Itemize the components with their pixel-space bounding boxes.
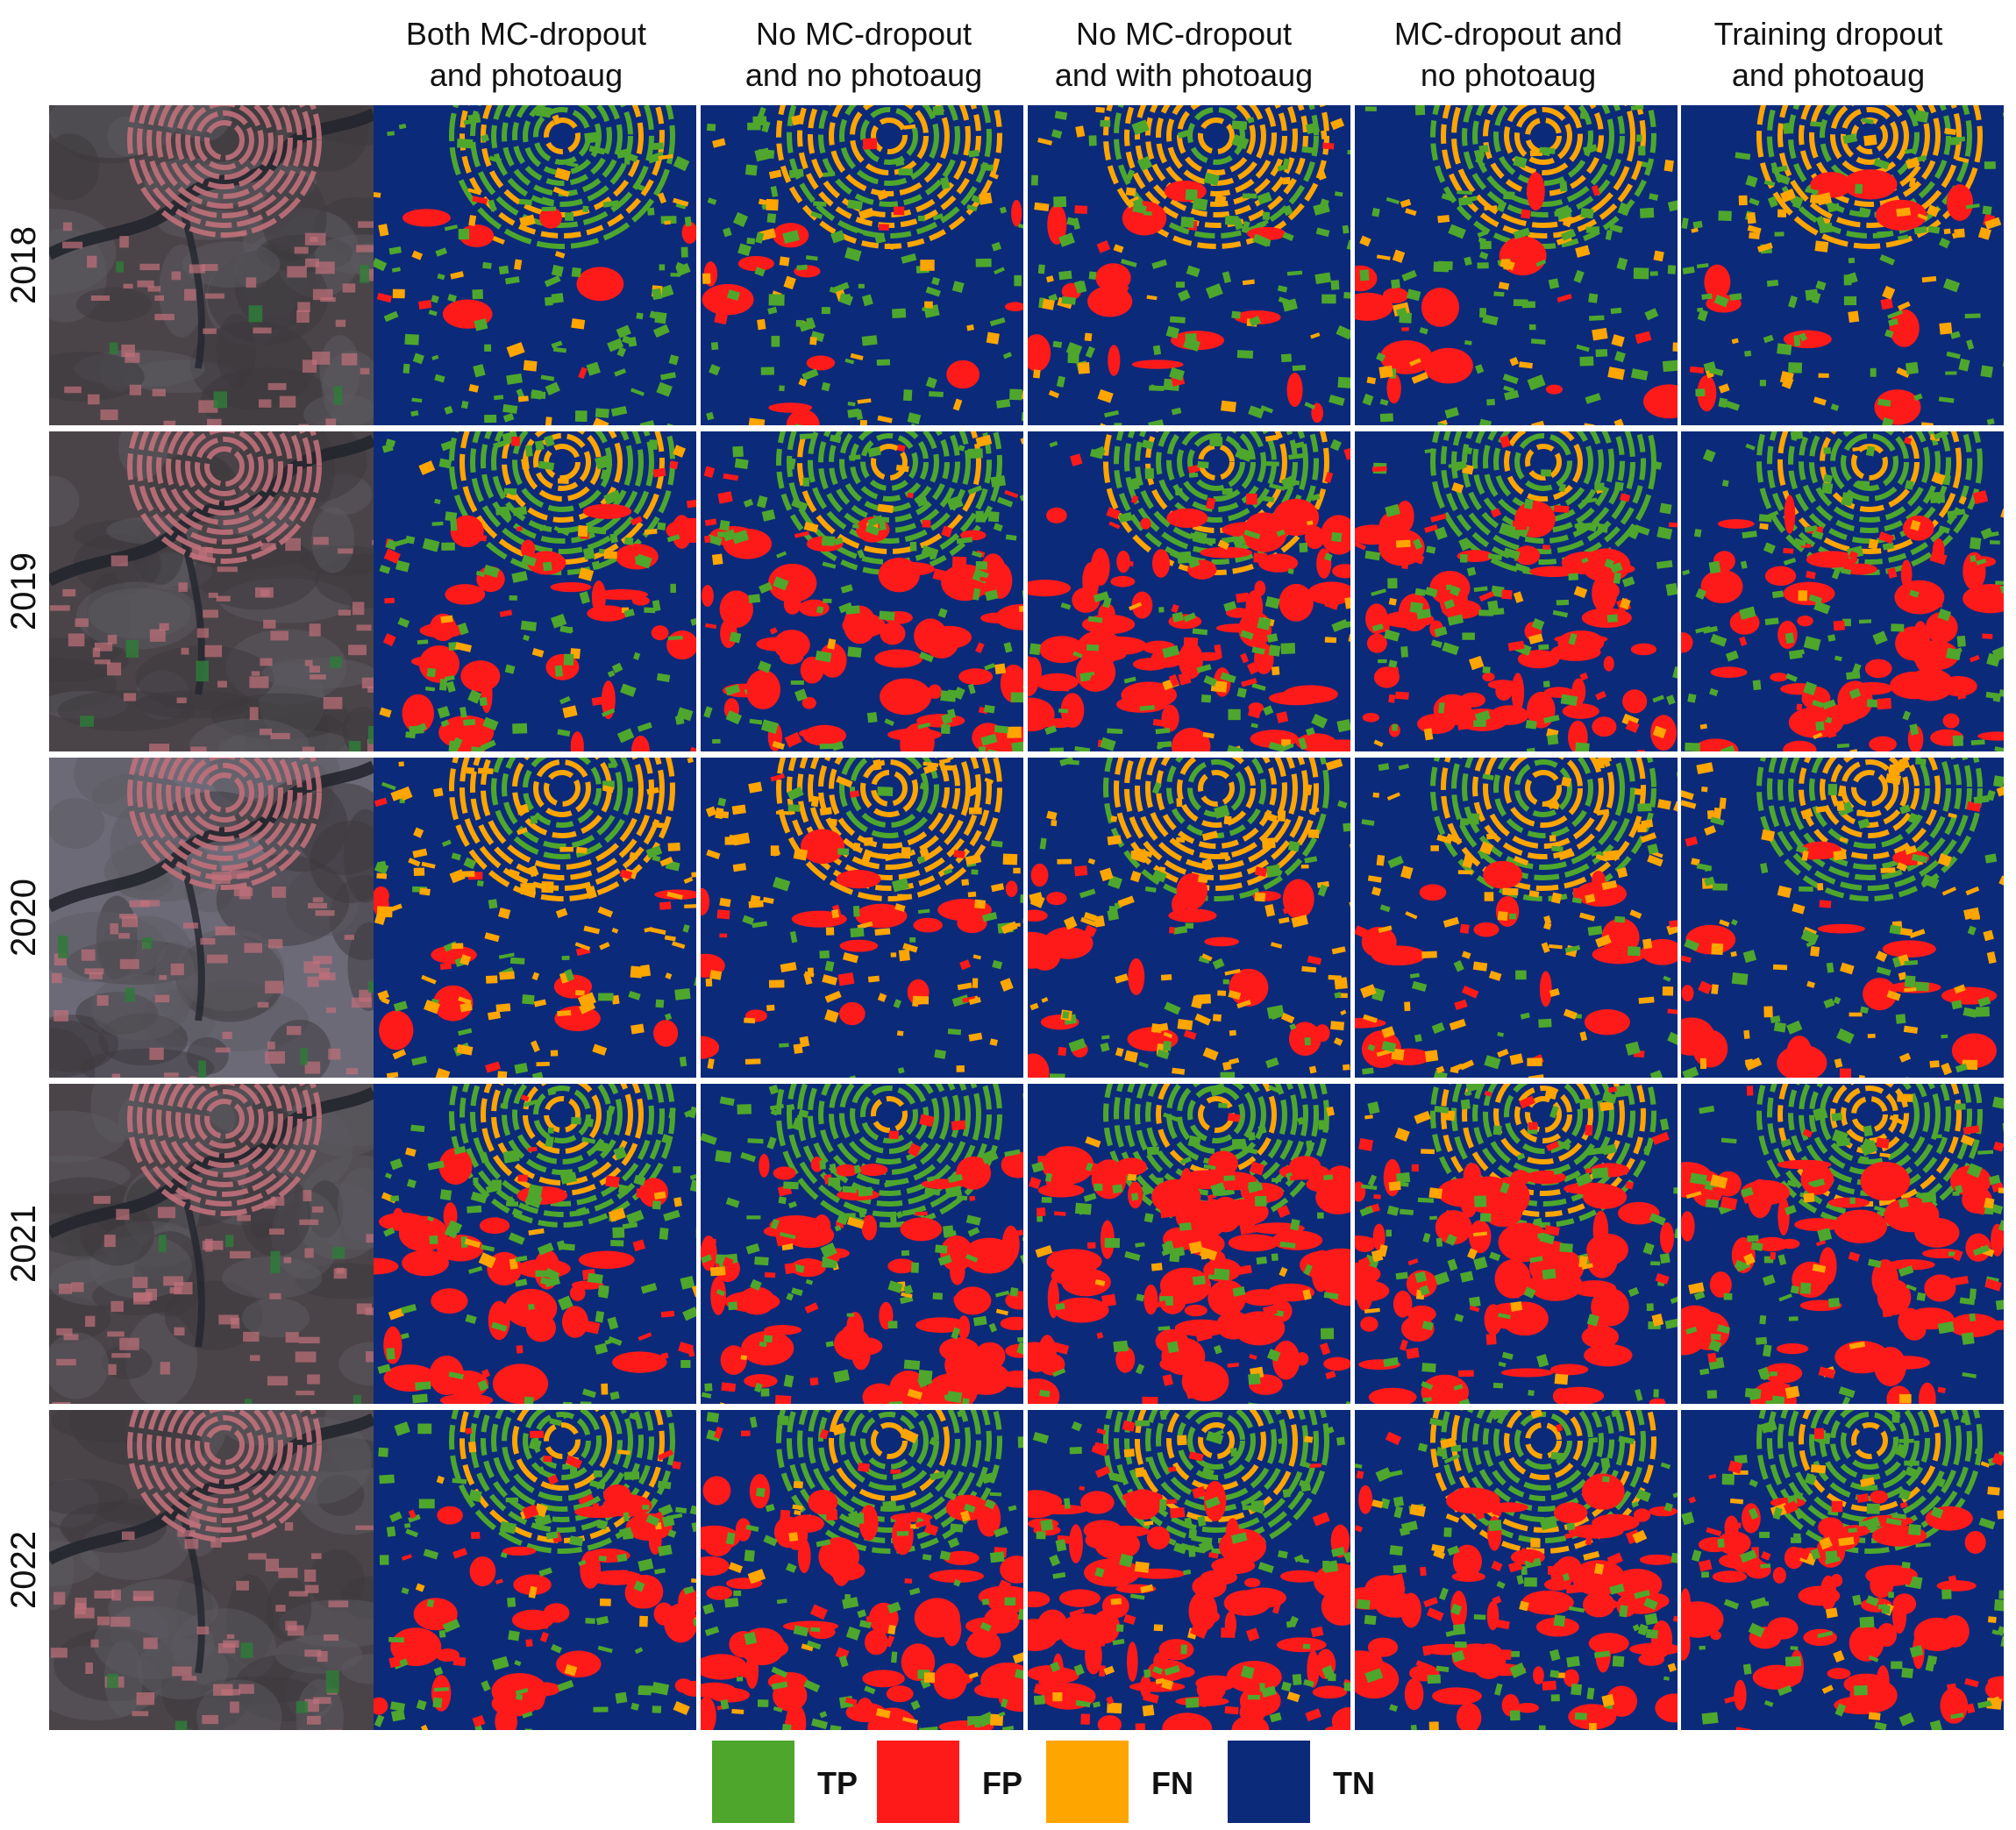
prediction-map-2020-col2 <box>701 758 1023 1078</box>
prediction-map-2022-col1 <box>374 1410 696 1730</box>
prediction-map-2020-col3 <box>1028 758 1350 1078</box>
row-label-2022: 2022 <box>4 1531 44 1609</box>
prediction-map-2018-col2 <box>701 105 1023 425</box>
prediction-map-2021-col5 <box>1681 1084 2004 1404</box>
legend-label-fp: FP <box>982 1765 1023 1801</box>
prediction-map-2020-col4 <box>1355 758 1678 1078</box>
legend-swatch-tp <box>712 1741 794 1823</box>
satellite-image-2021 <box>49 1084 374 1404</box>
legend-fp: FP <box>877 1741 1044 1823</box>
legend-swatch-tn <box>1228 1741 1310 1823</box>
column-header-3: No MC-dropout and with photoaug <box>1054 16 1314 93</box>
prediction-map-2020-col1 <box>374 758 696 1078</box>
column-header-1: Both MC-dropout and photoaug <box>405 16 647 93</box>
legend-swatch-fn <box>1046 1741 1129 1823</box>
row-label-2018: 2018 <box>4 226 44 304</box>
prediction-map-2019-col5 <box>1681 431 2004 751</box>
prediction-map-2021-col3 <box>1028 1084 1350 1404</box>
legend-swatch-fp <box>877 1741 959 1823</box>
prediction-map-2018-col1 <box>374 105 696 425</box>
prediction-map-2019-col4 <box>1355 431 1678 751</box>
prediction-map-2018-col4 <box>1355 105 1678 425</box>
satellite-image-2018 <box>49 105 374 425</box>
prediction-map-2021-col2 <box>701 1084 1023 1404</box>
legend-label-tp: TP <box>817 1765 858 1801</box>
legend-fn: FN <box>1046 1741 1213 1823</box>
row-label-2020: 2020 <box>4 879 44 957</box>
prediction-map-2022-col5 <box>1681 1410 2004 1730</box>
legend-label-fn: FN <box>1151 1765 1193 1801</box>
prediction-map-2018-col5 <box>1681 105 2004 425</box>
prediction-map-2019-col1 <box>374 431 696 751</box>
column-header-5: Training dropout and photoaug <box>1713 16 1943 93</box>
satellite-image-2020 <box>49 758 374 1078</box>
satellite-image-2022 <box>49 1410 374 1730</box>
prediction-map-2022-col3 <box>1028 1410 1350 1730</box>
prediction-map-2020-col5 <box>1681 758 2004 1078</box>
prediction-map-2022-col4 <box>1355 1410 1678 1730</box>
prediction-map-2019-col3 <box>1028 431 1350 751</box>
legend-label-tn: TN <box>1333 1765 1375 1801</box>
legend-tp: TP <box>712 1741 879 1823</box>
row-label-2019: 2019 <box>4 552 44 630</box>
prediction-map-2021-col4 <box>1355 1084 1678 1404</box>
prediction-map-2018-col3 <box>1028 105 1350 425</box>
prediction-map-2019-col2 <box>701 431 1023 751</box>
row-label-2021: 2021 <box>4 1205 44 1283</box>
prediction-map-2022-col2 <box>701 1410 1023 1730</box>
legend-tn: TN <box>1228 1741 1394 1823</box>
prediction-map-2021-col1 <box>374 1084 696 1404</box>
satellite-image-2019 <box>49 431 374 751</box>
column-header-4: MC-dropout and no photoaug <box>1393 16 1623 93</box>
column-header-2: No MC-dropout and no photoaug <box>744 16 983 93</box>
